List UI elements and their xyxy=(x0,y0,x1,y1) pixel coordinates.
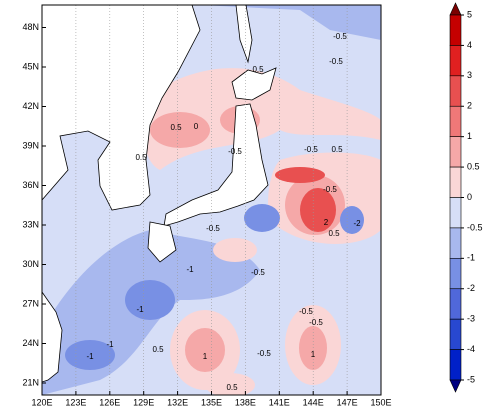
colorbar-segment xyxy=(449,197,462,229)
x-tick-label: 150E xyxy=(370,397,391,407)
y-tick-label: 27N xyxy=(22,298,39,308)
colorbar-label: -2 xyxy=(467,283,475,293)
positive-region xyxy=(300,188,336,232)
negative-region xyxy=(244,204,280,232)
field xyxy=(42,5,381,395)
colorbar-segment xyxy=(449,288,462,320)
grid xyxy=(75,5,348,395)
y-tick-label: 24N xyxy=(22,338,39,348)
contour-label: -0.5 xyxy=(309,318,323,327)
colorbar-label: 5 xyxy=(467,9,472,19)
contour-label: 0.5 xyxy=(135,153,147,162)
positive-region xyxy=(213,238,257,262)
axes: 120E 123E 126E 129E 132E 135E 138E 141E 144E 147E… xyxy=(22,22,391,408)
contour-label: -0.5 xyxy=(206,224,220,233)
x-tick-label: 123E xyxy=(65,397,86,407)
contour-label: -1 xyxy=(186,265,194,274)
positive-region xyxy=(150,112,210,148)
contour-label: 0.5 xyxy=(170,123,182,132)
colorbar-segment xyxy=(449,105,462,137)
x-tick-label: 141E xyxy=(269,397,290,407)
colorbar-label: 2 xyxy=(467,101,472,111)
colorbar-label: 3 xyxy=(467,70,472,80)
contour-label: -0.5 xyxy=(304,145,318,154)
x-tick-label: 147E xyxy=(337,397,358,407)
x-tick-label: 129E xyxy=(133,397,154,407)
y-tick-label: 48N xyxy=(22,22,39,32)
colorbar-label: 0.5 xyxy=(467,161,480,171)
contour-label: -0.5 xyxy=(323,185,337,194)
colorbar-segment xyxy=(449,258,462,290)
land-kyushu xyxy=(147,221,177,263)
colorbar-segment xyxy=(449,75,462,107)
positive-region xyxy=(185,328,225,372)
colorbar-label: 1 xyxy=(467,131,472,141)
y-tick-label: 33N xyxy=(22,219,39,229)
colorbar-segment xyxy=(449,349,462,381)
y-tick-label: 36N xyxy=(22,180,39,190)
land-hokkaido xyxy=(231,67,277,101)
contour-label: -0.5 xyxy=(299,307,313,316)
positive-region xyxy=(205,373,255,395)
x-tick-label: 135E xyxy=(201,397,222,407)
negative-region xyxy=(340,206,364,234)
colorbar: 5 4 3 2 1 0.5 0 -0.5 -1 -2 -3 -4 -5 xyxy=(449,2,483,393)
colorbar-segment xyxy=(449,227,462,259)
land-honshu xyxy=(163,103,269,227)
contour-label: -0.5 xyxy=(257,349,271,358)
contour-label: -1 xyxy=(86,352,94,361)
colorbar-label: -5 xyxy=(467,374,475,384)
land-mainland xyxy=(42,5,201,211)
colorbar-segment xyxy=(449,318,462,350)
contour-label: 2 xyxy=(324,218,329,227)
land-sakhalin xyxy=(235,5,253,64)
contour-label: -0.5 xyxy=(333,32,347,41)
x-tick-label: 144E xyxy=(303,397,324,407)
negative-region xyxy=(200,5,381,40)
contour-label: -0.5 xyxy=(329,57,343,66)
contour-label: 0.5 xyxy=(226,383,238,392)
contour-labels: -0.5 -0.5 0.5 0.5 0 0.5 -0.5 -0.5 0.5 -0… xyxy=(86,32,361,392)
y-tick-label: 45N xyxy=(22,61,39,71)
colorbar-label: -1 xyxy=(467,253,475,263)
contour-label: -2 xyxy=(353,219,361,228)
colorbar-label: -0.5 xyxy=(467,222,483,232)
negative-region xyxy=(65,340,115,370)
colorbar-label: -4 xyxy=(467,344,475,354)
contour-label: 0 xyxy=(194,122,199,131)
colorbar-segment xyxy=(449,136,462,168)
y-tick-label: 21N xyxy=(22,377,39,387)
colorbar-triangle xyxy=(449,379,462,393)
contour-label: -1 xyxy=(136,305,144,314)
x-tick-label: 138E xyxy=(235,397,256,407)
contour-label: -0.5 xyxy=(251,268,265,277)
x-tick-label: 132E xyxy=(167,397,188,407)
y-tick-label: 30N xyxy=(22,259,39,269)
x-tick-label: 126E xyxy=(99,397,120,407)
colorbar-label: 0 xyxy=(467,192,472,202)
colorbar-segment xyxy=(449,166,462,198)
land-taiwan-coast xyxy=(42,291,63,383)
contour-label: 1 xyxy=(311,350,316,359)
contour-label: 0.5 xyxy=(328,229,340,238)
y-tick-label: 42N xyxy=(22,101,39,111)
colorbar-label: 4 xyxy=(467,40,472,50)
contour-label: -1 xyxy=(106,340,114,349)
positive-region xyxy=(143,68,381,170)
positive-region xyxy=(275,167,325,183)
negative-region xyxy=(125,280,175,320)
colorbar-triangle xyxy=(449,2,462,16)
contour-label: -0.5 xyxy=(228,147,242,156)
colorbar-segment xyxy=(449,45,462,77)
contour-label: 0.5 xyxy=(152,345,164,354)
colorbar-label: -3 xyxy=(467,314,475,324)
y-tick-label: 39N xyxy=(22,140,39,150)
contour-label: 0.5 xyxy=(331,145,343,154)
x-tick-label: 120E xyxy=(31,397,52,407)
contour-label: 0.5 xyxy=(252,65,264,74)
colorbar-segment xyxy=(449,14,462,46)
contour-label: 1 xyxy=(203,352,208,361)
